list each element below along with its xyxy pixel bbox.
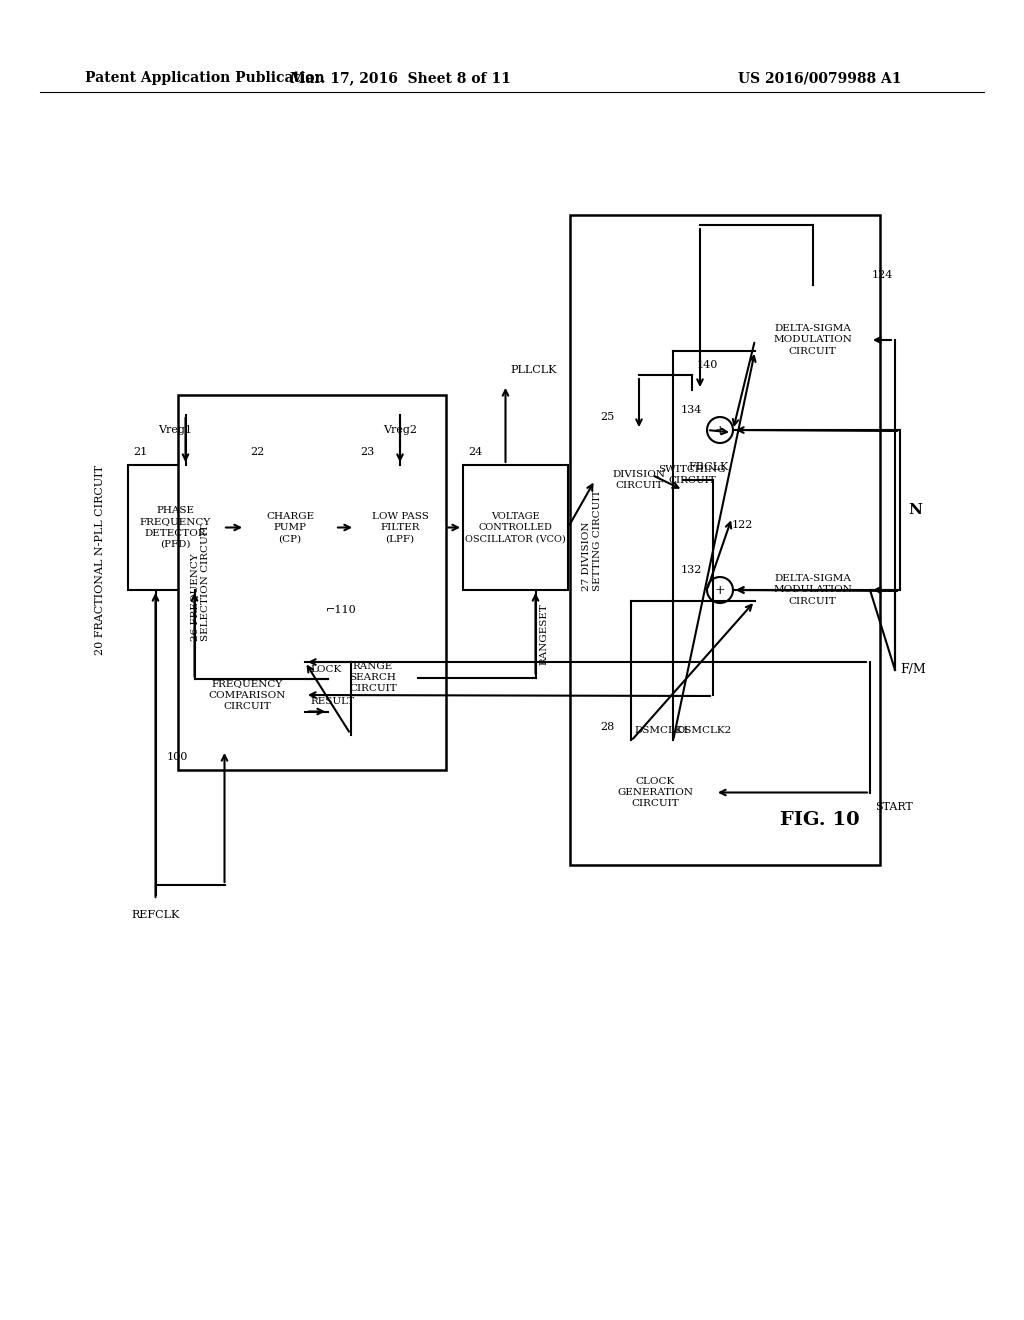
Text: LOCK: LOCK [310,664,341,673]
Text: 26 FREQUENCY
SELECTION CIRCUIT: 26 FREQUENCY SELECTION CIRCUIT [190,524,210,642]
Text: 24: 24 [468,447,482,457]
Text: PLLCLK: PLLCLK [511,366,557,375]
Text: FBCLK: FBCLK [688,462,728,473]
Bar [755,285,870,395]
Text: LOW PASS
FILTER
(LPF): LOW PASS FILTER (LPF) [372,512,428,543]
Text: 27 DIVISION
SETTING CIRCUIT: 27 DIVISION SETTING CIRCUIT [582,490,602,591]
Text: 25: 25 [600,412,614,422]
Text: Mar. 17, 2016  Sheet 8 of 11: Mar. 17, 2016 Sheet 8 of 11 [290,71,510,84]
Text: SWITCHING
CIRCUIT: SWITCHING CIRCUIT [658,465,726,484]
Bar [595,430,683,531]
Text: 21: 21 [133,447,147,457]
Text: +: + [715,424,725,437]
Bar [190,640,305,750]
Bar [755,535,870,645]
Bar [245,465,335,590]
Text: CLOCK
GENERATION
CIRCUIT: CLOCK GENERATION CIRCUIT [617,777,693,808]
Text: RANGESET: RANGESET [540,603,549,665]
Text: F/M: F/M [900,664,926,676]
Text: Patent Application Publication: Patent Application Publication [85,71,325,84]
Text: DIVISION
CIRCUIT: DIVISION CIRCUIT [612,470,666,490]
Bar [570,215,880,865]
Text: DSMCLK2: DSMCLK2 [676,726,731,735]
Text: DSMCLK1: DSMCLK1 [634,726,689,735]
Text: FIG. 10: FIG. 10 [780,810,860,829]
Bar [128,465,223,590]
Bar [328,620,418,735]
Bar [355,465,445,590]
Text: 28: 28 [600,722,614,733]
Text: VOLTAGE
CONTROLLED
OSCILLATOR (VCO): VOLTAGE CONTROLLED OSCILLATOR (VCO) [465,512,566,543]
Text: +: + [715,583,725,597]
Text: 20 FRACTIONAL N-PLL CIRCUIT: 20 FRACTIONAL N-PLL CIRCUIT [95,465,105,655]
Text: N: N [908,503,922,517]
Text: ⌐110: ⌐110 [326,605,356,615]
Text: CHARGE
PUMP
(CP): CHARGE PUMP (CP) [266,512,314,543]
Text: PHASE
FREQUENCY
DETECTOR
(PFD): PHASE FREQUENCY DETECTOR (PFD) [140,507,211,549]
Text: DELTA-SIGMA
MODULATION
CIRCUIT: DELTA-SIGMA MODULATION CIRCUIT [773,325,852,355]
Bar [178,395,446,770]
Text: RESULT: RESULT [310,697,354,706]
Text: REFCLK: REFCLK [131,909,179,920]
Text: 122: 122 [731,520,753,531]
Bar [595,741,715,845]
Text: Vreg1: Vreg1 [159,425,193,436]
Text: 100: 100 [167,752,188,762]
Text: 23: 23 [360,447,374,457]
Text: 22: 22 [250,447,264,457]
Text: RANGE
SEARCH
CIRCUIT: RANGE SEARCH CIRCUIT [349,661,397,693]
Text: START: START [874,803,912,813]
Text: 124: 124 [872,271,893,280]
Text: 134: 134 [681,405,702,414]
Text: DELTA-SIGMA
MODULATION
CIRCUIT: DELTA-SIGMA MODULATION CIRCUIT [773,574,852,606]
Bar [463,465,568,590]
Bar [652,389,732,560]
Text: 132: 132 [681,565,702,576]
Text: FREQUENCY
COMPARISON
CIRCUIT: FREQUENCY COMPARISON CIRCUIT [209,680,286,710]
Text: Vreg2: Vreg2 [383,425,417,436]
Text: US 2016/0079988 A1: US 2016/0079988 A1 [738,71,902,84]
Text: 140: 140 [697,360,719,370]
